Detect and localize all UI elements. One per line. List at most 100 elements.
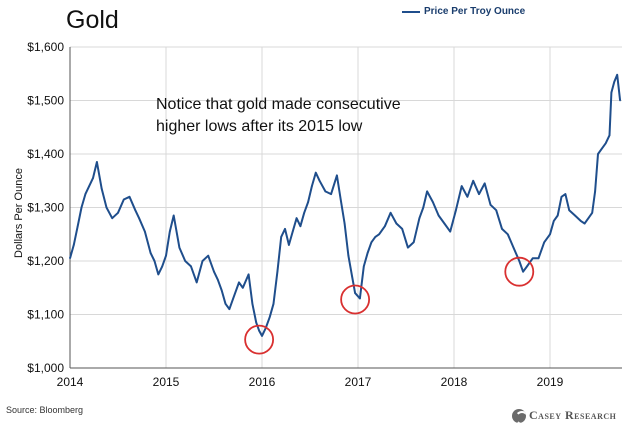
price-point	[449, 230, 451, 233]
price-point	[553, 220, 555, 222]
price-point	[280, 236, 283, 238]
price-point	[501, 228, 503, 230]
price-point	[220, 289, 223, 292]
source-note: Source: Bloomberg	[6, 405, 84, 415]
price-point	[443, 222, 446, 225]
y-tick-label: $1,400	[27, 147, 64, 161]
brand-mark-icon	[512, 408, 526, 423]
price-point	[291, 230, 294, 233]
price-point	[366, 252, 369, 254]
price-point	[258, 329, 260, 332]
x-tick-label: 2014	[57, 375, 84, 389]
price-point	[432, 201, 434, 203]
low-highlight-circle	[504, 256, 535, 287]
price-point	[597, 153, 599, 155]
price-point	[69, 257, 71, 260]
price-point	[460, 185, 463, 187]
price-point	[80, 206, 83, 209]
price-point	[343, 222, 346, 225]
price-point	[284, 228, 286, 230]
price-point	[412, 241, 415, 244]
price-point	[311, 185, 313, 187]
price-point	[401, 228, 403, 230]
price-point	[111, 217, 114, 219]
price-point	[619, 99, 621, 102]
price-point	[560, 196, 563, 198]
price-point	[512, 246, 515, 249]
price-point	[483, 182, 486, 185]
price-point	[324, 190, 327, 193]
price-point	[604, 142, 607, 145]
chart-title: Gold	[66, 6, 119, 34]
price-point	[92, 177, 94, 179]
price-point	[105, 206, 108, 209]
price-point	[359, 297, 361, 300]
price-point	[100, 187, 103, 190]
price-point	[455, 209, 457, 211]
price-point	[370, 241, 373, 244]
price-point	[601, 147, 603, 150]
price-point	[384, 225, 386, 228]
low-highlight-circle	[244, 324, 275, 355]
legend-swatch	[402, 10, 420, 13]
price-point	[616, 74, 618, 76]
price-point	[594, 190, 596, 193]
price-point	[144, 230, 146, 233]
price-point	[378, 233, 380, 236]
price-point	[242, 286, 244, 289]
price-point	[374, 236, 377, 238]
price-point	[213, 270, 215, 273]
price-point	[354, 292, 356, 294]
price-point	[506, 233, 509, 236]
price-point	[228, 308, 231, 310]
price-point	[217, 278, 219, 281]
price-point	[295, 217, 298, 219]
price-point	[518, 260, 521, 262]
price-point	[157, 273, 160, 276]
price-point	[261, 335, 263, 337]
price-point	[272, 303, 275, 305]
price-point	[134, 209, 137, 211]
legend-label: Price Per Troy Ounce	[424, 6, 526, 17]
price-point	[437, 214, 440, 217]
price-point	[336, 174, 338, 177]
low-highlight-circle	[340, 284, 371, 315]
price-point	[224, 303, 227, 305]
price-point	[299, 225, 302, 228]
price-point	[339, 198, 342, 201]
price-point	[522, 270, 524, 273]
price-point	[232, 297, 234, 300]
y-tick-label: $1,000	[27, 361, 64, 375]
price-point	[303, 212, 306, 214]
price-point	[169, 230, 171, 233]
price-point	[73, 244, 75, 246]
price-point	[190, 265, 192, 268]
brand-name: Casey Research	[529, 408, 617, 422]
price-point	[149, 252, 152, 254]
price-point	[138, 217, 140, 219]
price-point	[88, 185, 90, 187]
price-point	[128, 196, 131, 198]
price-point	[613, 80, 616, 83]
price-point	[583, 222, 586, 225]
legend: Price Per Troy Ounce	[402, 6, 525, 17]
price-point	[351, 276, 354, 278]
price-point	[591, 212, 594, 214]
price-point	[543, 241, 546, 244]
price-point	[276, 270, 279, 273]
price-point	[418, 217, 421, 219]
x-tick-label: 2019	[537, 375, 564, 389]
price-point	[564, 193, 567, 195]
price-point	[395, 222, 398, 225]
price-point	[579, 220, 582, 222]
price-point	[307, 201, 309, 203]
price-point	[117, 212, 119, 214]
price-point	[178, 246, 181, 249]
price-point	[537, 257, 540, 260]
price-point	[161, 265, 163, 268]
price-point	[347, 254, 350, 257]
y-tick-label: $1,300	[27, 201, 64, 215]
price-point	[478, 193, 480, 195]
price-point	[362, 265, 365, 268]
